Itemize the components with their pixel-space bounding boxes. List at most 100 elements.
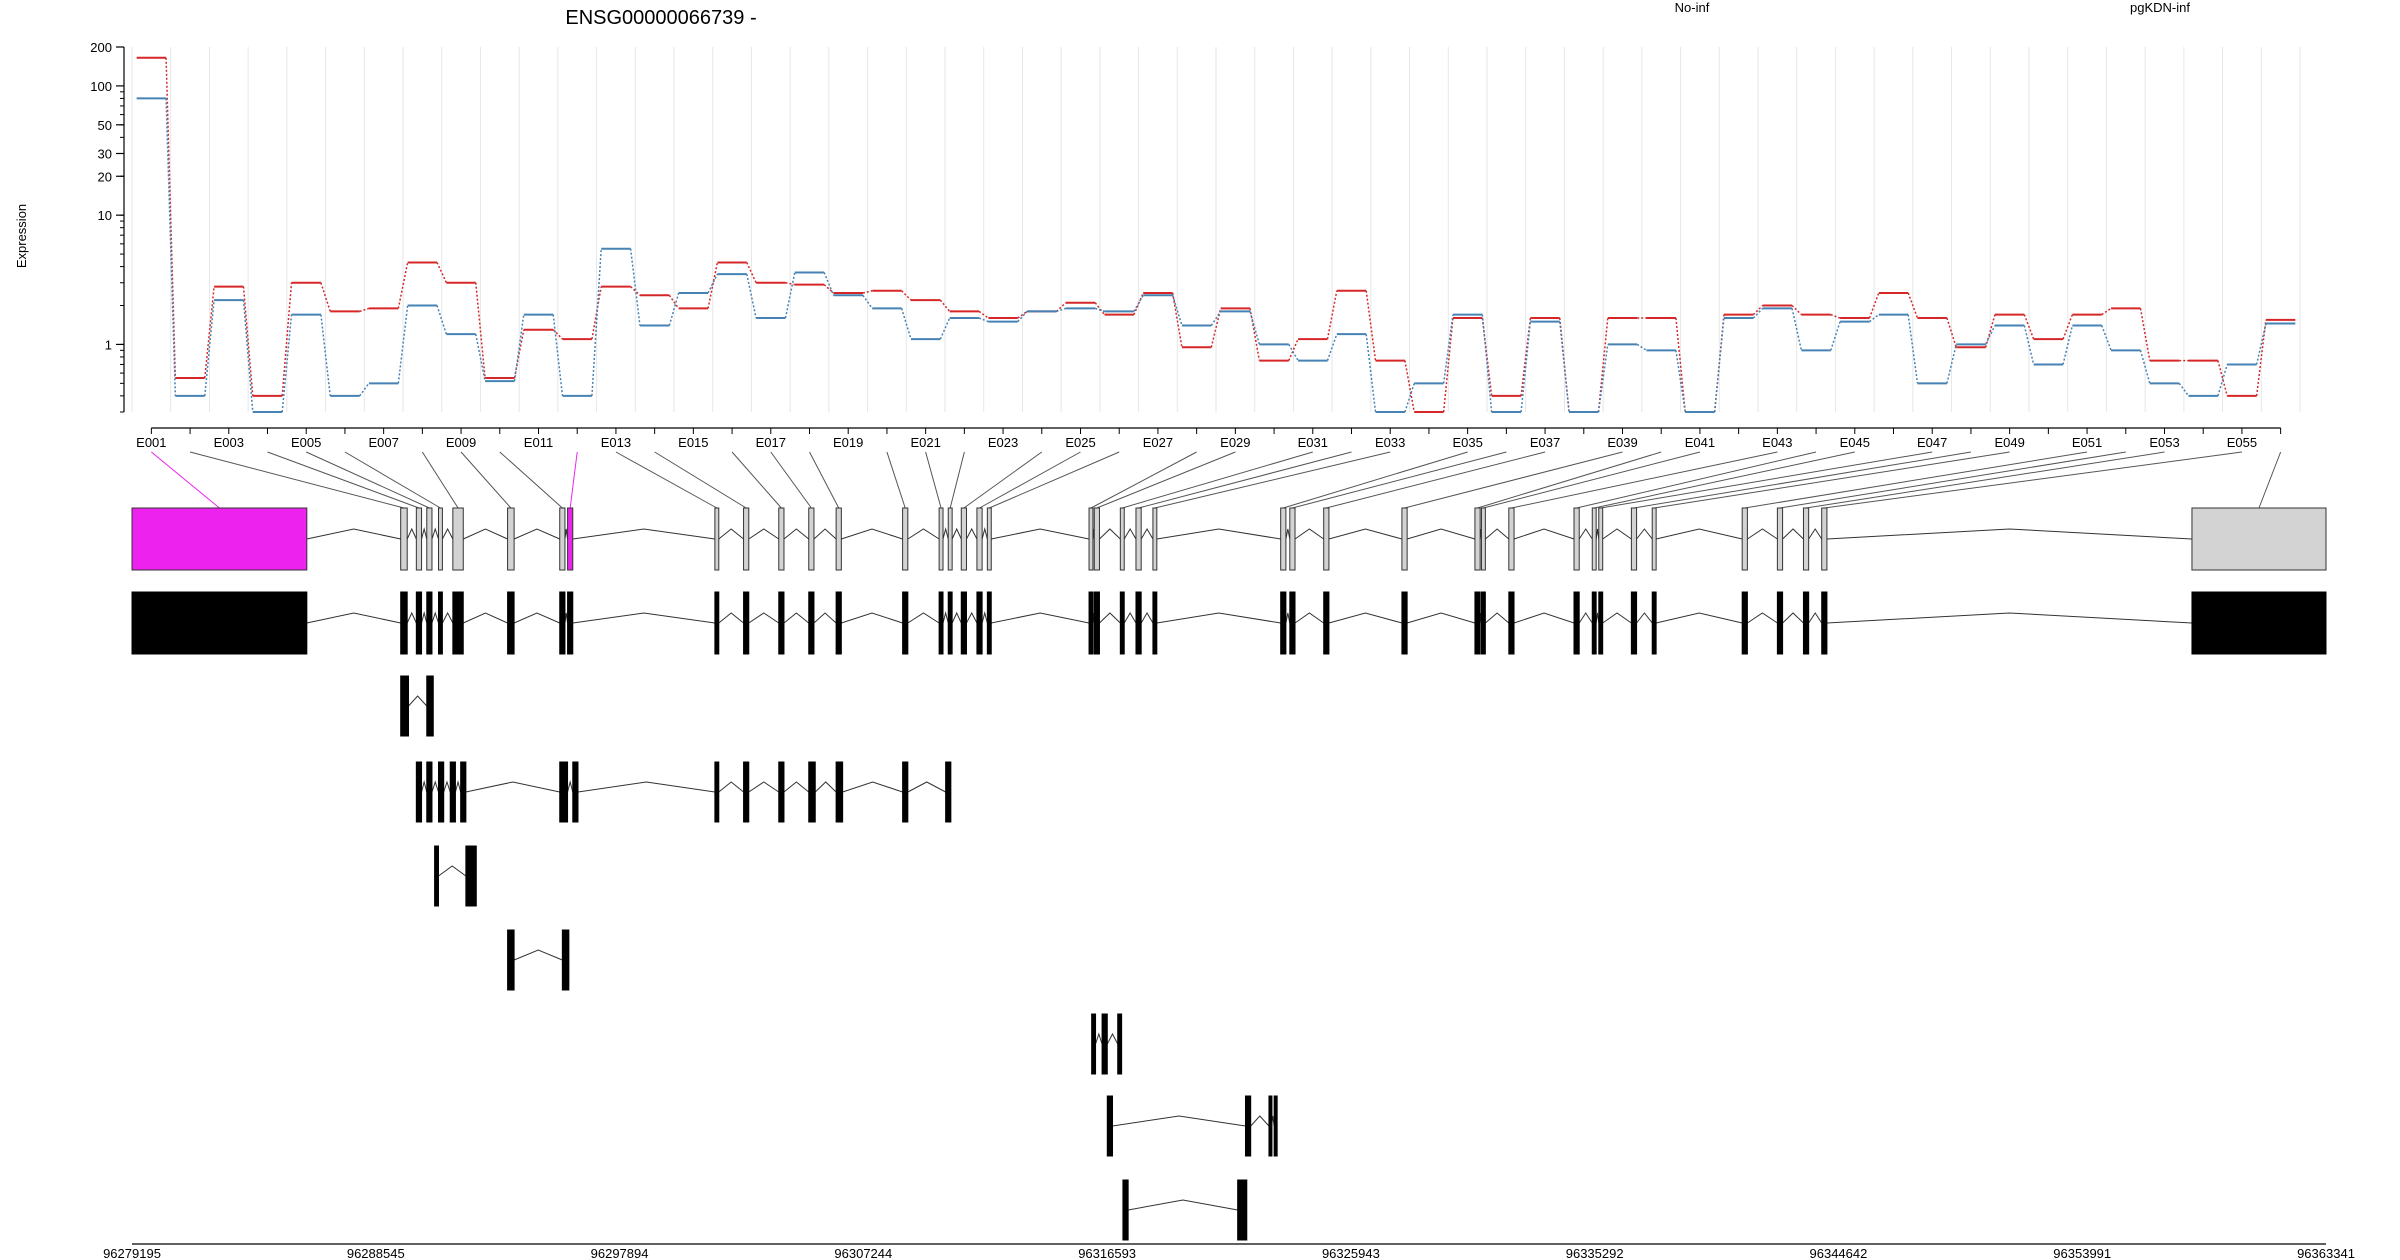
exon-connector	[770, 451, 812, 509]
intron-line	[842, 781, 903, 793]
exon-block	[1093, 591, 1100, 655]
series-connector	[591, 248, 602, 396]
intron-line	[1140, 612, 1154, 624]
series-connector	[2023, 325, 2035, 365]
intron-line	[1285, 528, 1291, 540]
series-connector	[281, 314, 293, 413]
intron-line	[1294, 612, 1324, 624]
intron-line	[1099, 612, 1121, 624]
series-connector	[1171, 295, 1183, 326]
series-connector	[1559, 321, 1570, 413]
series-connector	[823, 272, 835, 296]
chart-title: ENSG00000066739 -	[565, 7, 756, 29]
exon-connector	[1511, 451, 1778, 509]
exon-connector	[654, 451, 747, 509]
intron-line	[718, 781, 744, 793]
exon-tick-label: E043	[1762, 435, 1792, 450]
exon-block	[559, 507, 566, 571]
genomic-tick-label: 96307244	[834, 1246, 892, 1260]
exon-tick-label: E009	[446, 435, 476, 450]
intron-line	[567, 780, 574, 793]
series-connector	[2062, 325, 2074, 365]
series-connector	[668, 292, 680, 326]
exon-block	[976, 591, 983, 655]
exon-block	[1268, 1095, 1273, 1157]
series-connector	[1946, 344, 1957, 384]
exon-block	[2191, 507, 2327, 571]
genomic-tick-label: 96335292	[1566, 1246, 1624, 1260]
intron-line	[513, 528, 560, 540]
exon-connector	[151, 451, 220, 509]
y-axis: 1 10 20 30 50 100 200	[90, 40, 125, 413]
intron-line	[577, 781, 715, 793]
series-connector	[1868, 292, 1880, 319]
exon-block	[1122, 1179, 1129, 1241]
exon-block	[976, 507, 983, 571]
y-tick-label: 30	[98, 146, 112, 161]
intron-line	[907, 781, 946, 793]
intron-line	[1123, 528, 1137, 540]
exon-block	[1273, 1095, 1278, 1157]
intron-line	[783, 781, 810, 793]
intron-line	[454, 780, 462, 793]
intron-line	[431, 780, 439, 793]
exon-block	[1776, 591, 1784, 655]
y-tick-label: 50	[98, 118, 112, 133]
series-connector	[359, 307, 370, 313]
intron-line	[966, 611, 978, 624]
exon-block	[835, 761, 844, 823]
intron-line	[431, 611, 439, 624]
y-tick-label: 100	[90, 79, 112, 94]
exon-block	[426, 761, 433, 823]
intron-line	[1156, 528, 1281, 540]
intron-line	[942, 611, 949, 624]
exon-block	[559, 591, 566, 655]
exon-block	[1741, 591, 1748, 655]
exon-connector	[499, 451, 563, 509]
exon-block	[415, 507, 423, 571]
series-connector	[513, 314, 525, 382]
exon-block	[938, 507, 944, 571]
series-connector	[707, 273, 719, 294]
series-connector	[785, 282, 795, 286]
exon-block	[835, 591, 842, 655]
exon-block	[400, 675, 410, 737]
intron-line	[1099, 528, 1121, 540]
series-connector	[513, 329, 525, 379]
intron-line	[991, 612, 1090, 624]
exon-connector	[1594, 451, 1855, 509]
exon-block	[437, 761, 445, 823]
exon-tick-label: E049	[1994, 435, 2024, 450]
exon-block	[1117, 1013, 1123, 1075]
exon-block	[1323, 507, 1330, 571]
intron-line	[813, 612, 837, 624]
intron-line	[1140, 528, 1154, 540]
intron-line	[1095, 1032, 1103, 1045]
exon-block	[507, 929, 515, 991]
exon-block	[1323, 591, 1330, 655]
exon-block	[1474, 507, 1481, 571]
intron-line	[841, 612, 903, 624]
exon-block	[1598, 507, 1604, 571]
series-connector	[397, 305, 409, 384]
intron-line	[1782, 612, 1804, 624]
exon-tick-label: E039	[1607, 435, 1637, 450]
intron-line	[718, 612, 744, 624]
exon-tick-label: E015	[678, 435, 708, 450]
exon-block	[572, 761, 579, 823]
intron-line	[1602, 528, 1632, 540]
exon-connector	[1096, 451, 1236, 509]
series-connector	[1830, 313, 1841, 319]
intron-line	[1513, 528, 1575, 540]
series-connector	[862, 294, 873, 309]
exon-block	[1152, 591, 1158, 655]
exon-block	[1289, 507, 1296, 571]
exon-connector	[1090, 451, 1197, 509]
series-connector	[862, 290, 873, 294]
y-axis-label: Expression	[14, 204, 29, 268]
series-connector	[2062, 314, 2074, 340]
exon-block	[1135, 591, 1142, 655]
exon-tick-label: E055	[2227, 435, 2257, 450]
genomic-tick-label: 96288545	[347, 1246, 405, 1260]
exon-block	[1401, 507, 1408, 571]
